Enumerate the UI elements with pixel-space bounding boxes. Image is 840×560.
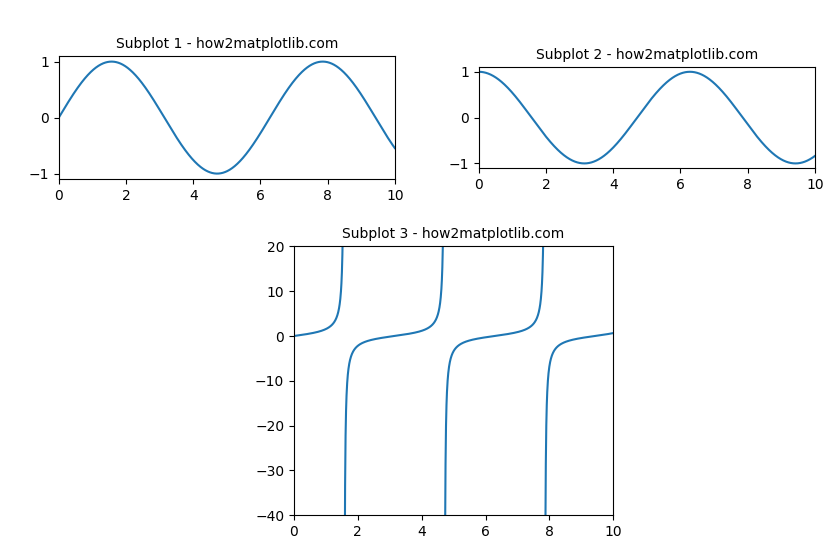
Title: Subplot 1 - how2matplotlib.com: Subplot 1 - how2matplotlib.com [116, 36, 338, 50]
Title: Subplot 2 - how2matplotlib.com: Subplot 2 - how2matplotlib.com [536, 48, 758, 62]
Title: Subplot 3 - how2matplotlib.com: Subplot 3 - how2matplotlib.com [343, 227, 564, 241]
